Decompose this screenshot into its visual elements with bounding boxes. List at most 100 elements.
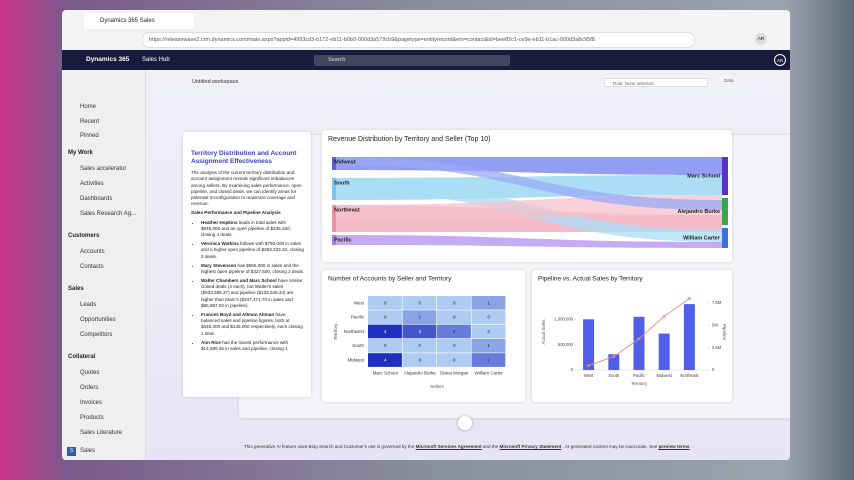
row-label: Midwest (347, 358, 364, 363)
data-button[interactable]: Data (724, 78, 734, 83)
cell-label: 1 (418, 315, 421, 320)
sankey-node (722, 198, 728, 225)
tab[interactable]: Dynamics 365 Sales (84, 13, 194, 29)
footer-text: . AI-generated content may be inaccurate… (562, 444, 658, 449)
x-tick-label: Northeast (680, 373, 699, 378)
app-header: Dynamics 365 Sales Hub Search AR (62, 50, 790, 70)
nav-item[interactable]: Dashboards (80, 195, 113, 202)
app-area[interactable]: Sales Hub (142, 57, 170, 63)
sankey-node (332, 157, 336, 170)
nav-item[interactable]: Contacts (80, 263, 104, 270)
cell-label: 0 (453, 358, 456, 363)
sankey-node (722, 228, 728, 248)
workspace-title: Untitled workspace (192, 79, 239, 85)
nav-item[interactable]: Opportunities (80, 316, 116, 323)
y-tick-label: 0 (571, 367, 574, 372)
column-label: William Carter (475, 371, 504, 376)
bullet-text: have similar closed deals (4 each), but … (201, 278, 303, 308)
cell-label: 0 (453, 300, 456, 305)
y2-tick-label: 5M (712, 322, 718, 327)
bullet-name: Heather Hopkins (201, 219, 238, 225)
app-name[interactable]: Dynamics 365 (86, 56, 130, 63)
heat-cell (437, 338, 471, 353)
nav-item[interactable]: Sales accelerator (80, 165, 127, 172)
sankey-node (332, 235, 336, 245)
y2-tick-label: 7.5M (712, 300, 722, 305)
x-tick-label: West (584, 373, 594, 378)
nav-item[interactable]: Recent (80, 118, 100, 125)
nav-item[interactable]: Competitors (80, 331, 113, 338)
row-label: Pacific (351, 315, 365, 320)
footer-link[interactable]: Microsoft Services Agreement (415, 444, 482, 449)
sankey-target-label: Alejandro Burke (678, 209, 720, 215)
cell-label: 0 (418, 300, 421, 305)
chart-title: Revenue Distribution by Territory and Se… (328, 136, 491, 143)
nav-item[interactable]: Products (80, 414, 104, 421)
heat-cell (368, 310, 402, 324)
y2-axis-label: Pipeline (722, 324, 727, 341)
row-label: South (352, 343, 364, 348)
nav-item[interactable]: Pinned (80, 133, 99, 139)
bullet: Walter Chambers and Marc School have sim… (201, 278, 305, 309)
nav-group-title: Customers (68, 232, 100, 239)
column-label: Marc School (373, 371, 398, 376)
nav-item[interactable]: Activities (80, 180, 104, 187)
y2-tick-label: 0 (712, 367, 715, 372)
url: https://releasewave2.crm.dynamics.com/ma… (149, 37, 595, 43)
cell-label: 3 (418, 329, 421, 334)
nav-item[interactable]: Sales Literature (80, 429, 123, 436)
pipeline-point (637, 337, 641, 341)
sales-bar (658, 333, 670, 370)
footer-link[interactable]: Microsoft Privacy Statement (499, 444, 562, 449)
cell-label: 0 (384, 343, 387, 348)
nav-item[interactable]: Quotes (80, 369, 100, 376)
combo-chart: Pipeline vs. Actual Sales by Territory 0… (538, 276, 727, 386)
nav-item[interactable]: Orders (80, 384, 99, 391)
copilot-button[interactable] (458, 416, 472, 430)
summary-title: Territory Distribution and Account Assig… (191, 150, 297, 166)
sales-bar (683, 304, 695, 370)
cell-label: 4 (384, 358, 387, 363)
sankey-card: Revenue Distribution by Territory and Se… (322, 130, 732, 262)
nav-item[interactable]: Home (80, 104, 97, 110)
cell-label: 4 (384, 329, 387, 334)
profile-avatar[interactable]: AR (755, 33, 767, 45)
search-box[interactable]: Search (314, 55, 510, 66)
cell-label: 1 (487, 300, 490, 305)
heat-cell (471, 324, 506, 339)
address-bar[interactable]: https://releasewave2.crm.dynamics.com/ma… (142, 32, 695, 48)
x-axis-label: Territory (631, 381, 648, 386)
column-label: Diana Morgan (440, 371, 469, 376)
x-tick-label: Midwest (657, 373, 673, 378)
nav-item[interactable]: Invoices (80, 399, 103, 406)
user-avatar[interactable]: AR (774, 54, 786, 66)
heat-cell (402, 296, 437, 310)
summary-intro: The analysis of the current territory di… (191, 170, 302, 207)
footer-text: . (690, 444, 693, 449)
sankey-source-label: Midwest (334, 159, 356, 165)
bullet: Heather Hopkins leads in total sales wit… (201, 220, 305, 239)
role-selector[interactable]: Role: None selected (604, 78, 708, 87)
heat-cell (402, 310, 437, 324)
y2-tick-label: 2.5M (712, 345, 722, 350)
footer-link[interactable]: preview terms (658, 444, 690, 449)
y-axis-label: Territory (333, 323, 338, 340)
summary-panel: Territory Distribution and Account Assig… (183, 132, 311, 397)
nav-item[interactable]: Sales Research Ag... (80, 210, 137, 217)
nav-item[interactable]: Leads (80, 301, 97, 308)
y-tick-label: 500,000 (558, 342, 574, 347)
pipeline-point (587, 364, 590, 367)
sankey-target-label: William Carter (683, 235, 721, 241)
area-switcher[interactable]: Sales (80, 448, 96, 454)
bullet-text: have balanced sales and pipeline figures… (201, 312, 303, 336)
heat-cell (402, 338, 437, 353)
nav-item[interactable]: Accounts (80, 248, 105, 255)
pipeline-point (662, 315, 666, 318)
bullet-name: Walter Chambers and Marc School (201, 278, 277, 284)
heatmap-card: Number of Accounts by Seller and Territo… (322, 270, 525, 402)
heat-cell (368, 324, 402, 339)
tab-title: Dynamics 365 Sales (100, 18, 155, 24)
sankey-source-label: South (334, 180, 350, 186)
cell-label: 0 (453, 343, 456, 348)
